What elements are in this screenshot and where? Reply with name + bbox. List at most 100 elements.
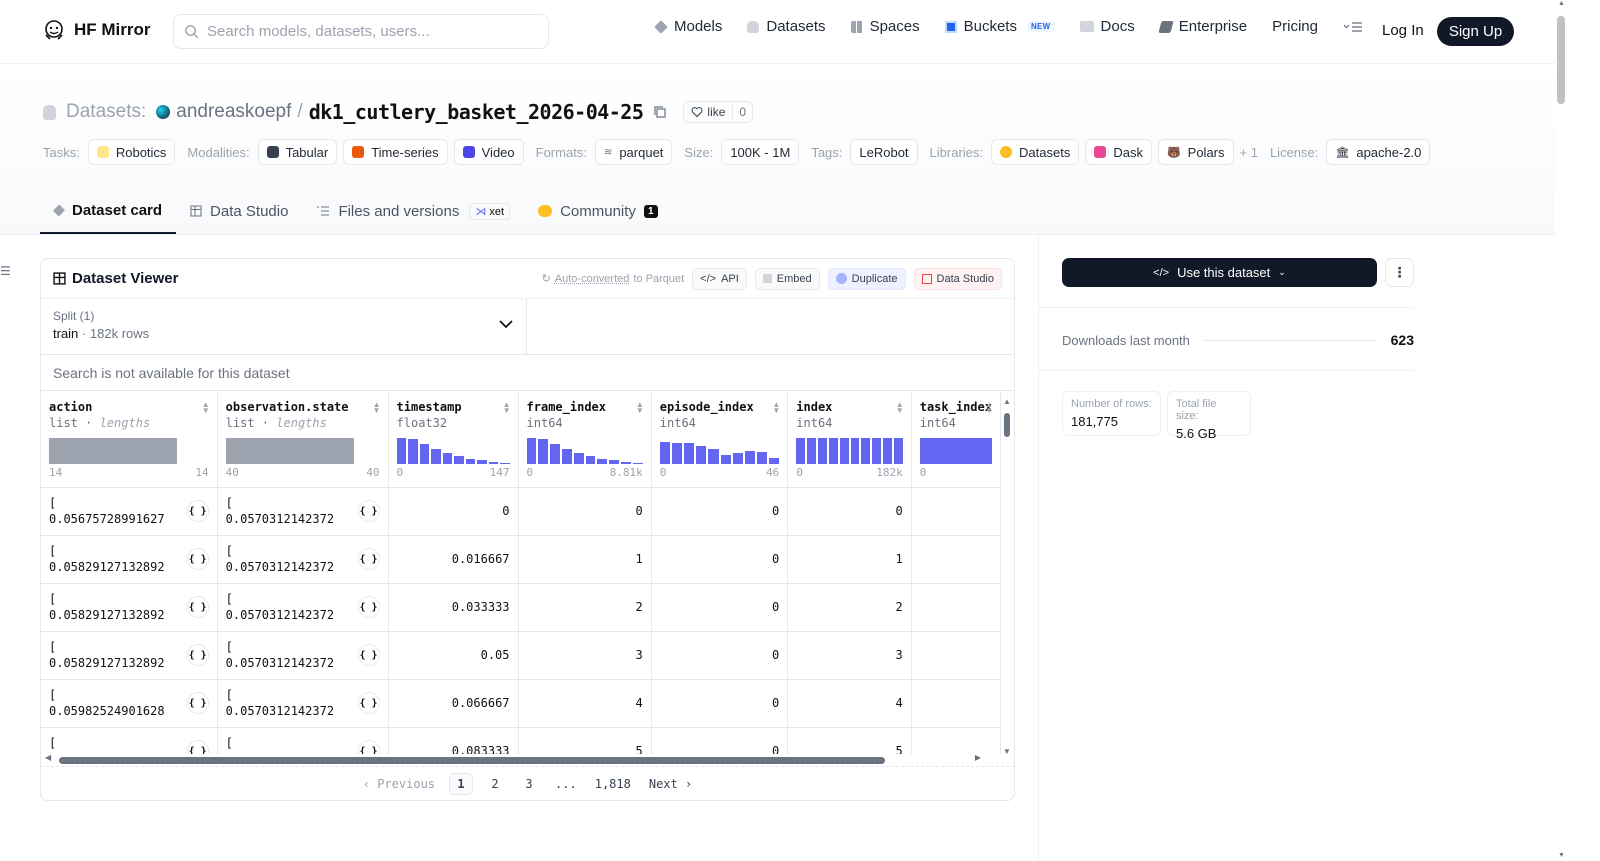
scroll-left-icon[interactable]: ◀ (45, 753, 52, 762)
column-header[interactable]: index int64 ▲ ▼ 0 182k (787, 392, 912, 488)
nav-buckets[interactable]: Buckets NEW (944, 18, 1055, 35)
expand-json-button[interactable]: { } (357, 644, 380, 666)
copy-icon[interactable] (653, 105, 667, 119)
tag-lerobot[interactable]: LeRobot (850, 139, 918, 165)
table-vertical-scrollbar[interactable]: ▲ ▼ (1003, 397, 1011, 756)
expand-json-button[interactable]: { } (186, 596, 209, 618)
tab-data-studio[interactable]: Data Studio (176, 188, 302, 234)
table-row[interactable]: [ 0.059825249016284...{ }[ 0.05703121423… (41, 679, 1001, 728)
cell-action: [ 0.059825249016284... { } (41, 679, 218, 728)
expand-json-button[interactable]: { } (186, 740, 209, 754)
column-header[interactable]: timestamp float32 ▲ ▼ 0 147 (388, 392, 519, 488)
page-last[interactable]: 1,818 (594, 777, 631, 791)
sort-icon[interactable]: ▲ ▼ (635, 400, 644, 415)
more-options-button[interactable]: ⋮ (1385, 258, 1414, 287)
expand-json-button[interactable]: { } (186, 644, 209, 666)
search-input[interactable] (207, 23, 527, 40)
tag-lib-datasets[interactable]: Datasets (991, 139, 1080, 165)
owner-link[interactable]: andreaskoepf (176, 101, 292, 122)
tag-size[interactable]: 100K - 1M (721, 139, 800, 165)
nav-pricing[interactable]: Pricing (1272, 18, 1318, 35)
tag-lib-dask[interactable]: Dask (1085, 139, 1152, 165)
column-header[interactable]: action list · lengths ▲ ▼ 14 14 (41, 392, 218, 488)
split-selector[interactable]: Split (1) train · 182k rows (41, 299, 527, 354)
table-row[interactable]: [{ }[{ } 0.083333 5 0 5 (41, 727, 1001, 754)
global-search[interactable] (173, 14, 549, 49)
nav-more[interactable] (1343, 21, 1363, 33)
nav-datasets[interactable]: Datasets (747, 18, 826, 35)
use-dataset-button[interactable]: </> Use this dataset ⌄ (1062, 258, 1377, 287)
brand-logo[interactable]: HF Mirror (42, 18, 151, 42)
expand-json-button[interactable]: { } (186, 692, 209, 714)
next-page[interactable]: Next › (648, 777, 693, 791)
expand-json-button[interactable]: { } (357, 596, 380, 618)
tab-files[interactable]: Files and versions ⋊ xet (302, 188, 524, 234)
scroll-up-icon[interactable]: ▲ (1003, 397, 1011, 406)
cell-task_index (911, 631, 1001, 680)
tag-lib-polars[interactable]: 🐻 Polars (1157, 139, 1234, 165)
sort-icon[interactable]: ▲ ▼ (985, 400, 993, 415)
expand-json-button[interactable]: { } (186, 548, 209, 570)
page-scrollbar[interactable]: ▲ ▼ (1555, 0, 1568, 861)
scroll-down-icon[interactable]: ▼ (1558, 852, 1565, 859)
tag-format[interactable]: ≋ parquet (594, 139, 673, 165)
table-horizontal-scrollbar[interactable]: ◀ ▶ (45, 753, 997, 765)
column-header[interactable]: observation.state list · lengths ▲ ▼ 40 40 (217, 392, 389, 488)
tag-video[interactable]: Video (453, 139, 524, 165)
signup-button[interactable]: Sign Up (1437, 17, 1514, 46)
like-button[interactable]: like 0 (683, 101, 754, 123)
nav-docs[interactable]: Docs (1079, 18, 1135, 35)
column-name: timestamp (396, 400, 462, 414)
table-row[interactable]: [ 0.058291271328926...{ }[ 0.05703121423… (41, 535, 1001, 584)
tag-license[interactable]: 🏛 apache-2.0 (1326, 139, 1431, 165)
tab-dataset-card[interactable]: Dataset card (40, 188, 177, 234)
sidebar-toggle-icon[interactable]: ☰ (0, 264, 11, 278)
cell-wrap: [ 0.058291271328926... { } (49, 639, 209, 671)
login-link[interactable]: Log In (1382, 22, 1424, 39)
tag-task[interactable]: Robotics (87, 139, 176, 165)
scroll-up-icon[interactable]: ▲ (1558, 0, 1565, 7)
owner-avatar[interactable] (156, 105, 171, 119)
column-name: observation.state (225, 400, 349, 414)
nav-enterprise[interactable]: Enterprise (1158, 18, 1247, 35)
duplicate-button[interactable]: Duplicate (827, 267, 906, 290)
vscroll-thumb[interactable] (1004, 413, 1010, 437)
column-header[interactable]: frame_index int64 ▲ ▼ 0 8.81k (518, 392, 652, 488)
data-studio-button[interactable]: Data Studio (913, 267, 1002, 290)
column-name: episode_index (659, 400, 754, 414)
expand-json-button[interactable]: { } (357, 692, 380, 714)
tag-tabular[interactable]: Tabular (257, 139, 338, 165)
page-1[interactable]: 1 (449, 773, 474, 795)
nav-models[interactable]: Models (654, 18, 722, 35)
api-button[interactable]: </> API (692, 267, 747, 290)
scroll-down-icon[interactable]: ▼ (1003, 747, 1011, 756)
tab-community[interactable]: Community 1 (524, 188, 671, 234)
column-histogram (796, 438, 903, 464)
auto-converted-link[interactable]: Auto-converted (554, 272, 630, 285)
page-scroll-thumb[interactable] (1557, 16, 1565, 104)
expand-json-button[interactable]: { } (357, 500, 380, 522)
table-row[interactable]: [ 0.058291271328926...{ }[ 0.05703121423… (41, 583, 1001, 632)
embed-button[interactable]: Embed (754, 267, 820, 290)
more-libraries[interactable]: + 1 (1239, 144, 1258, 160)
expand-json-button[interactable]: { } (186, 500, 209, 522)
column-header[interactable]: task_index int64 ▲ ▼ 0 (911, 392, 1001, 488)
nav-spaces[interactable]: Spaces (850, 18, 920, 35)
sort-icon[interactable]: ▲ ▼ (372, 400, 381, 415)
dataset-name[interactable]: dk1_cutlery_basket_2026-04-25 (308, 100, 644, 124)
expand-json-button[interactable]: { } (357, 740, 380, 754)
prev-page[interactable]: ‹ Previous (362, 777, 436, 791)
table-row[interactable]: [ 0.056757289916276...{ }[ 0.05703121423… (41, 487, 1001, 536)
table-row[interactable]: [ 0.058291271328926...{ }[ 0.05703121423… (41, 631, 1001, 680)
tag-timeseries[interactable]: Time-series (343, 139, 448, 165)
column-header[interactable]: episode_index int64 ▲ ▼ 0 46 (651, 392, 789, 488)
sort-icon[interactable]: ▲ ▼ (895, 400, 904, 415)
hscroll-thumb[interactable] (59, 757, 885, 764)
sort-icon[interactable]: ▲ ▼ (772, 400, 781, 415)
sort-icon[interactable]: ▲ ▼ (502, 400, 511, 415)
page-3[interactable]: 3 (525, 777, 533, 791)
scroll-right-icon[interactable]: ▶ (974, 753, 981, 762)
sort-icon[interactable]: ▲ ▼ (201, 400, 210, 415)
page-2[interactable]: 2 (491, 777, 499, 791)
expand-json-button[interactable]: { } (357, 548, 380, 570)
